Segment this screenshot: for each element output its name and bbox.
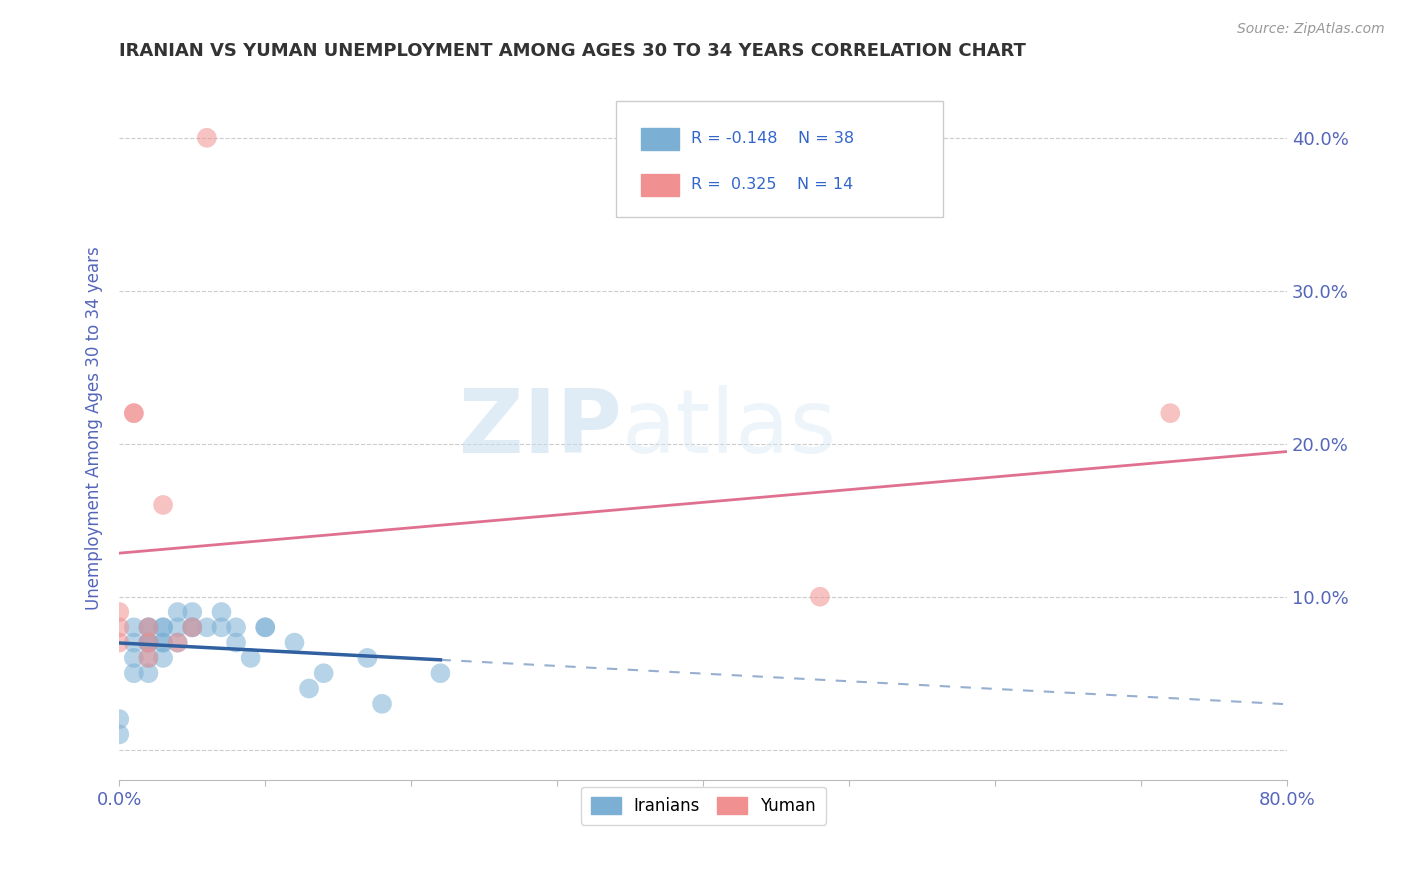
Point: [181, 620, 204, 634]
Y-axis label: Unemployment Among Ages 30 to 34 years: Unemployment Among Ages 30 to 34 years: [86, 246, 103, 610]
Text: R = -0.148    N = 38: R = -0.148 N = 38: [692, 131, 855, 146]
Point: [181, 620, 204, 634]
Text: IRANIAN VS YUMAN UNEMPLOYMENT AMONG AGES 30 TO 34 YEARS CORRELATION CHART: IRANIAN VS YUMAN UNEMPLOYMENT AMONG AGES…: [120, 42, 1026, 60]
Point: [181, 605, 204, 619]
Text: Source: ZipAtlas.com: Source: ZipAtlas.com: [1237, 22, 1385, 37]
Point: [138, 635, 160, 649]
Point: [166, 620, 188, 634]
Point: [138, 666, 160, 681]
Point: [108, 712, 131, 726]
Point: [283, 635, 305, 649]
Point: [122, 666, 145, 681]
Point: [122, 406, 145, 420]
Bar: [641, 128, 679, 150]
Point: [166, 635, 188, 649]
Point: [152, 635, 174, 649]
Point: [138, 635, 160, 649]
Point: [211, 620, 233, 634]
Point: [152, 635, 174, 649]
Point: [166, 635, 188, 649]
Point: [371, 697, 394, 711]
Point: [254, 620, 277, 634]
Point: [195, 620, 218, 634]
Point: [166, 605, 188, 619]
Point: [429, 666, 451, 681]
Point: [195, 130, 218, 145]
Point: [138, 651, 160, 665]
Point: [138, 620, 160, 634]
Point: [152, 620, 174, 634]
Point: [152, 498, 174, 512]
Point: [152, 620, 174, 634]
Point: [108, 620, 131, 634]
Point: [122, 620, 145, 634]
Point: [138, 635, 160, 649]
Point: [254, 620, 277, 634]
Text: atlas: atlas: [621, 385, 837, 472]
Point: [225, 620, 247, 634]
Point: [138, 635, 160, 649]
Text: R =  0.325    N = 14: R = 0.325 N = 14: [692, 178, 853, 193]
Bar: [641, 174, 679, 196]
Point: [225, 635, 247, 649]
Point: [808, 590, 831, 604]
Point: [138, 620, 160, 634]
Text: ZIP: ZIP: [458, 385, 621, 472]
Point: [211, 605, 233, 619]
Point: [152, 651, 174, 665]
Point: [312, 666, 335, 681]
Point: [108, 727, 131, 741]
Point: [181, 620, 204, 634]
Point: [239, 651, 262, 665]
Point: [138, 620, 160, 634]
Point: [122, 651, 145, 665]
Point: [108, 635, 131, 649]
FancyBboxPatch shape: [616, 101, 942, 218]
Point: [108, 605, 131, 619]
Point: [138, 651, 160, 665]
Point: [298, 681, 321, 696]
Legend: Iranians, Yuman: Iranians, Yuman: [581, 787, 825, 825]
Point: [356, 651, 378, 665]
Point: [122, 406, 145, 420]
Point: [1159, 406, 1181, 420]
Point: [122, 635, 145, 649]
